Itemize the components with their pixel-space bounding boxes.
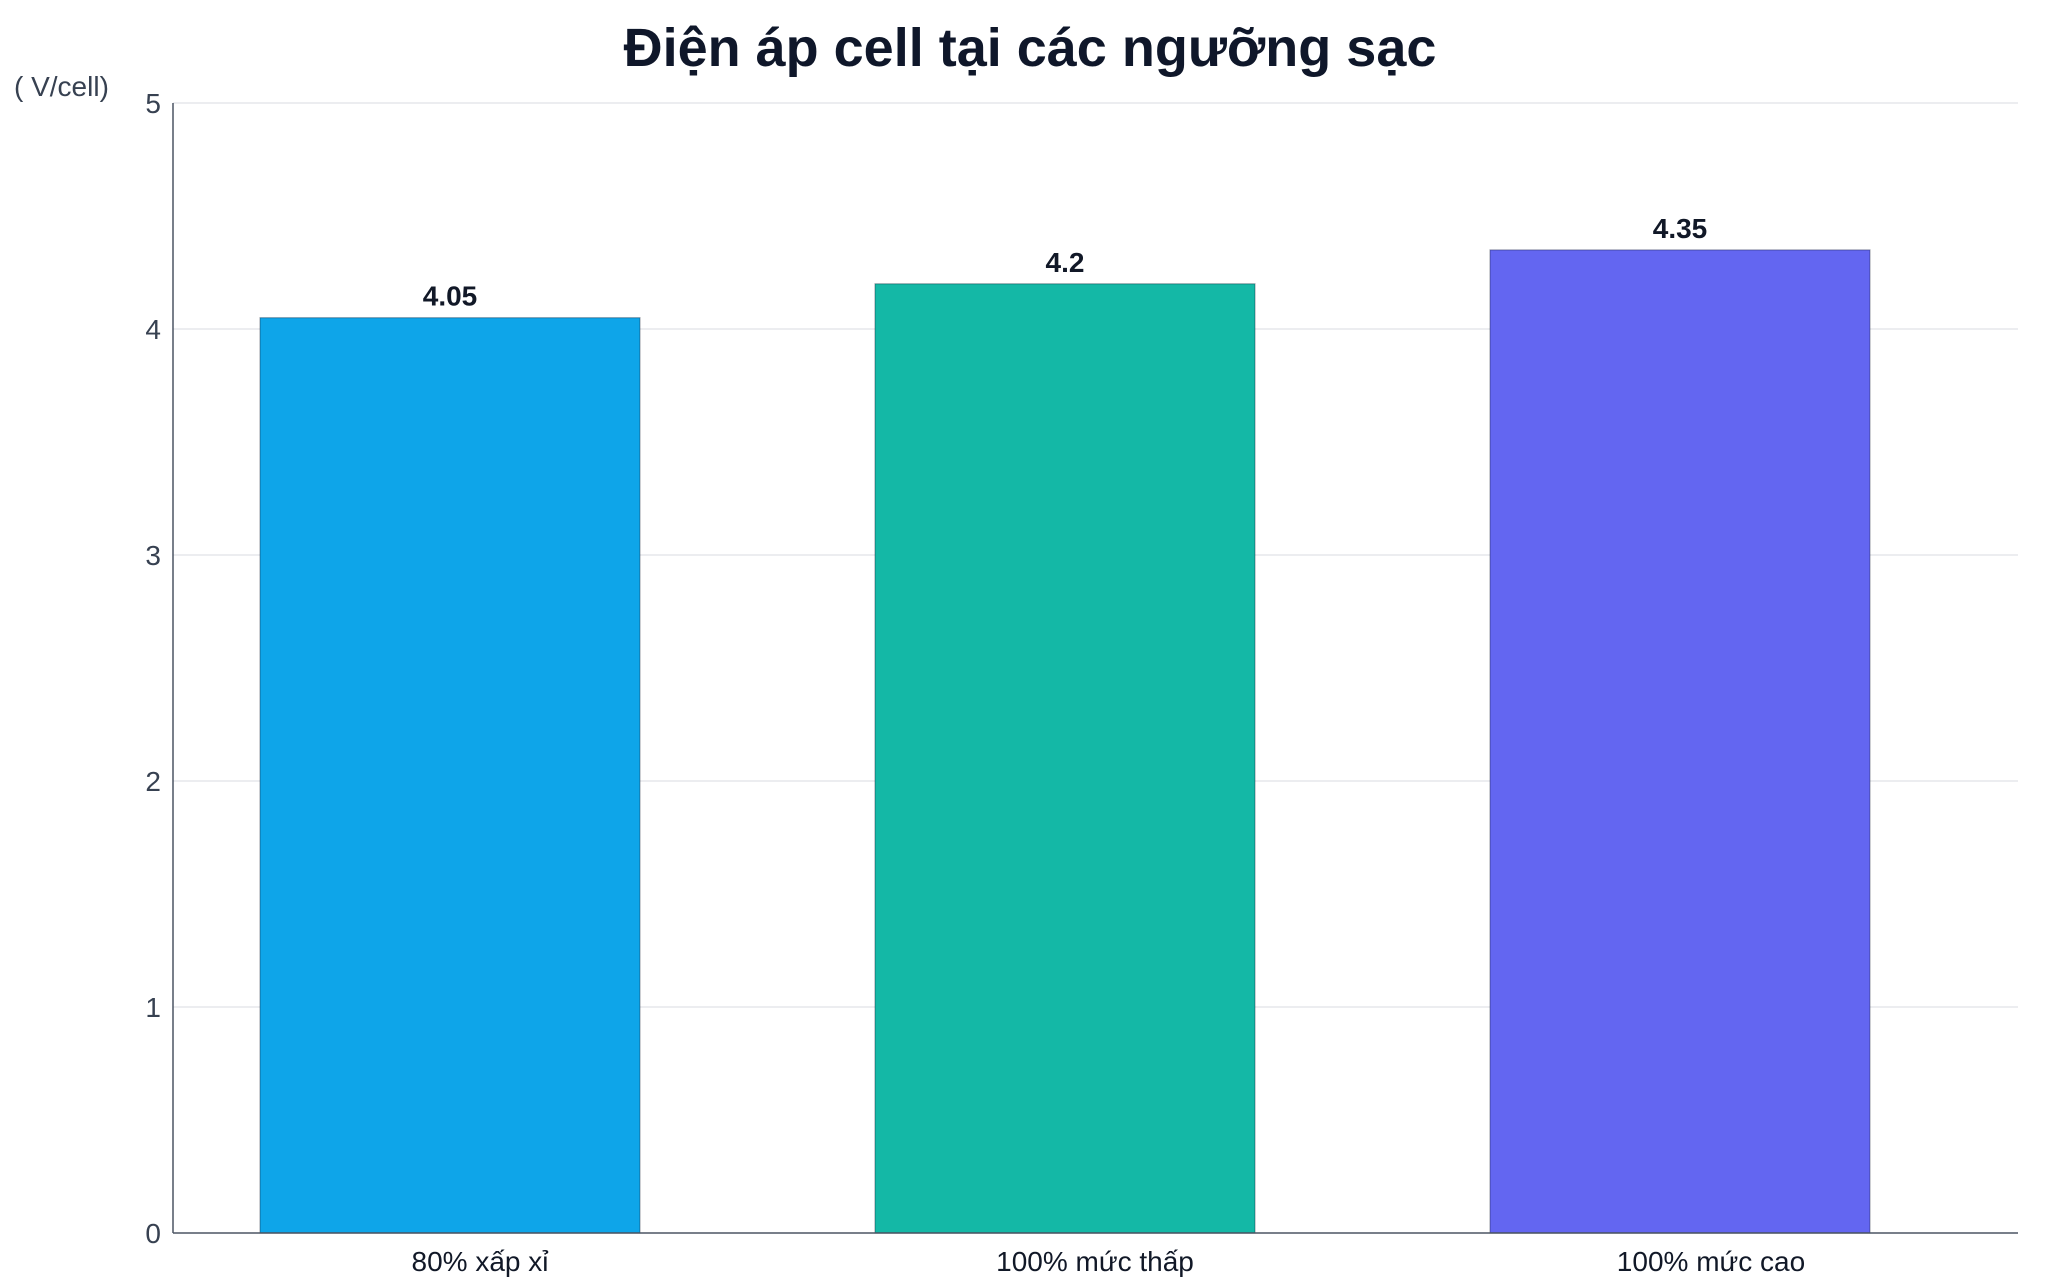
bar [259,317,641,1234]
bars [259,249,1871,1234]
y-tick-label: 5 [145,88,161,119]
data-label: 4.35 [1653,213,1708,244]
bar [874,283,1256,1234]
x-tick-label: 100% mức cao [1617,1246,1805,1277]
y-tick-label: 1 [145,992,161,1023]
y-tick-label: 3 [145,540,161,571]
chart-title: Điện áp cell tại các ngưỡng sạc [624,18,1437,78]
x-tick-label: 80% xấp xỉ [412,1246,550,1277]
data-label: 4.05 [423,281,478,312]
y-tick-label: 0 [145,1218,161,1249]
axes [172,103,2018,1234]
y-axis-label: ( V/cell) [14,71,109,102]
labels: 0 1 2 3 4 5 4.05 80% xấp xỉ 4.2 100% mức thấp 4.35… [145,88,1805,1277]
data-label: 4.2 [1046,247,1085,278]
y-tick-label: 4 [145,314,161,345]
x-tick-label: 100% mức thấp [996,1246,1194,1277]
y-tick-label: 2 [145,766,161,797]
bar [1489,249,1871,1234]
